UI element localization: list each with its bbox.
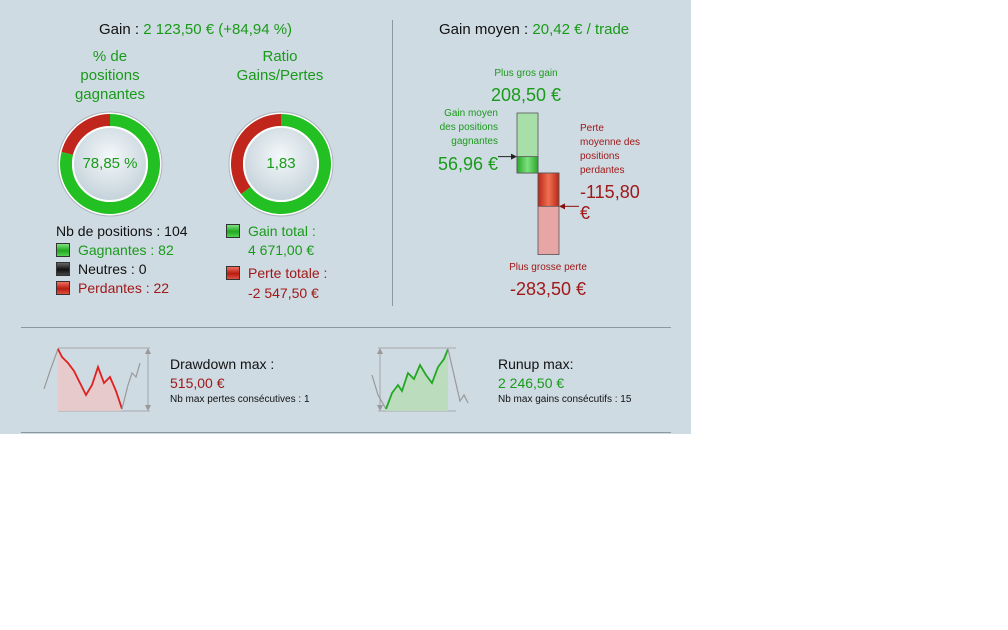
drawdown-value: 515,00 € [170, 375, 225, 391]
pct-positions-title: % de positions gagnantes [74, 48, 146, 103]
runup-title: Runup max: [498, 356, 574, 372]
plus-gros-gain-value: 208,50 € [490, 85, 562, 105]
drawdown-detail: Nb max pertes consécutives : 1 [170, 394, 310, 405]
vertical-separator [392, 20, 393, 306]
avg-loss-bar [537, 172, 560, 207]
drawdown-title: Drawdown max : [170, 356, 275, 372]
pct-positions-value: 78,85 % [82, 155, 138, 172]
gain-value: 2 123,50 € (+84,94 %) [143, 21, 293, 38]
gain-summary: Gain : 2 123,50 € (+84,94 %) [99, 21, 292, 38]
avg-loss-arrow-head [559, 203, 565, 210]
perte-totale-label: Perte totale : [248, 265, 328, 281]
drawdown-mini-chart [43, 347, 151, 412]
gain-total-swatch [226, 224, 240, 238]
plus-grosse-perte-label: Plus grosse perte [509, 262, 587, 273]
gain-total-label: Gain total : [248, 223, 316, 239]
horizontal-separator-bottom [21, 432, 671, 433]
gagnantes-swatch [56, 243, 70, 257]
trade-bars-chart [498, 112, 579, 255]
plus-grosse-perte-value: -283,50 € [509, 279, 587, 299]
plus-gros-gain-label: Plus gros gain [494, 68, 558, 79]
ratio-title: Ratio Gains/Pertes [236, 48, 324, 84]
avg-gain-arrow-head [511, 153, 517, 160]
perdantes-swatch [56, 281, 70, 295]
perte-moyenne-label: Perte moyenne des positions perdantes [580, 123, 641, 176]
pct-positions-donut [57, 111, 163, 217]
perte-totale-swatch [226, 266, 240, 280]
neutres-swatch [56, 262, 70, 276]
horizontal-separator-top [21, 327, 671, 328]
donut-loss-arc [61, 114, 110, 155]
perte-totale-value: -2 547,50 € [248, 285, 319, 301]
ratio-value: 1,83 [266, 155, 296, 172]
perte-moyenne-value: -115,80 € [580, 182, 640, 223]
gain-moyen-value: 56,96 € [437, 154, 498, 174]
statistics-panel: Gain : 2 123,50 € (+84,94 %) % de positi… [0, 0, 691, 434]
gain-moyen-summary: Gain moyen : 20,42 € / trade [439, 21, 630, 38]
gain-total-value: 4 671,00 € [248, 242, 315, 258]
gagnantes-label: Gagnantes : 82 [78, 242, 174, 258]
avg-gain-bar [516, 156, 539, 174]
runup-detail: Nb max gains consécutifs : 15 [498, 394, 632, 405]
perdantes-label: Perdantes : 22 [78, 280, 170, 296]
donut-loss-arc [231, 114, 281, 195]
ratio-donut [228, 111, 334, 217]
runup-mini-chart [371, 347, 469, 412]
gain-label: Gain : [99, 21, 144, 38]
nb-positions: Nb de positions : 104 [56, 223, 188, 239]
gain-moyen-label: Gain moyen des positions gagnantes [439, 108, 498, 147]
runup-value: 2 246,50 € [498, 375, 565, 391]
neutres-label: Neutres : 0 [78, 261, 147, 277]
